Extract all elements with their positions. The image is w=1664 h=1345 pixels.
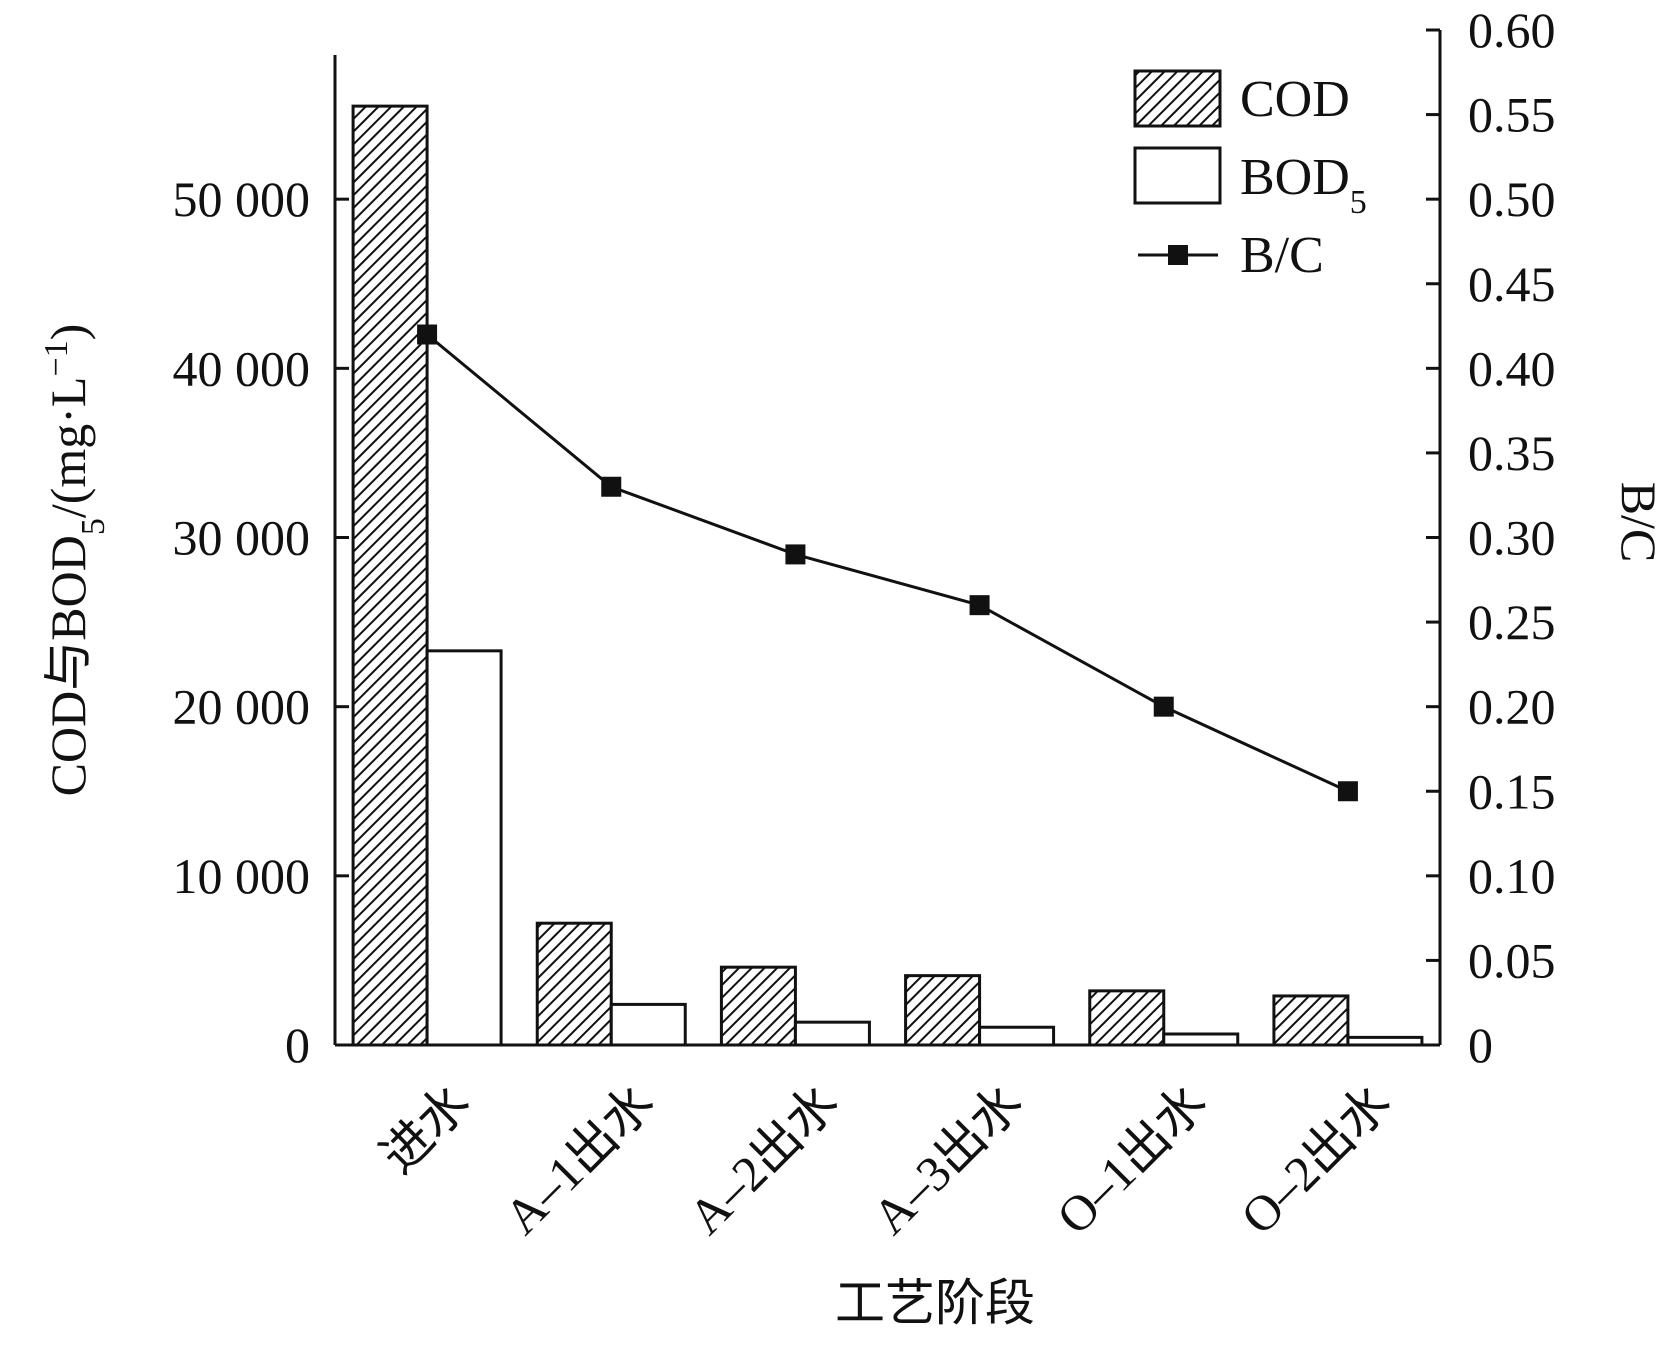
bc-point-1 xyxy=(601,476,622,497)
x-tick-label-1: A–1出水 xyxy=(493,1074,664,1245)
cod-bar-2 xyxy=(719,965,797,1047)
bc-line-layer xyxy=(417,324,1358,802)
bc-point-3 xyxy=(969,595,990,616)
cod-bar-1 xyxy=(535,921,613,1047)
cod-bar-0 xyxy=(351,104,429,1047)
x-tick-label-5: O–2出水 xyxy=(1230,1074,1401,1245)
bod5-bar-4 xyxy=(1162,1032,1240,1047)
y-ticks-right: 0 0.05 0.10 0.15 0.20 0.25 0.30 0.35 0.40 0.45 0.5… xyxy=(1426,2,1556,1073)
cod-bar-3 xyxy=(904,974,982,1047)
y-tick-label-right-7: 0.35 xyxy=(1468,425,1556,481)
y-tick-label-left-4: 40 000 xyxy=(173,340,311,396)
y-tick-label-left-0: 0 xyxy=(285,1017,310,1073)
y-tick-label-right-12: 0.60 xyxy=(1468,2,1556,58)
y-tick-label-left-1: 10 000 xyxy=(173,848,311,904)
x-tick-label-3: A–3出水 xyxy=(862,1074,1033,1245)
y-tick-label-right-4: 0.20 xyxy=(1468,679,1556,735)
legend: COD BOD5 B/C xyxy=(1133,69,1367,284)
legend-swatch-bc-marker xyxy=(1168,245,1188,265)
y-axis-title-right: B/C xyxy=(1611,482,1664,563)
bc-point-4 xyxy=(1153,696,1174,717)
bod5-bar-1 xyxy=(609,1002,687,1047)
bod5-bar-0 xyxy=(425,649,503,1047)
y-tick-label-right-3: 0.15 xyxy=(1468,763,1556,819)
y-tick-label-right-2: 0.10 xyxy=(1468,848,1556,904)
legend-swatch-bod5 xyxy=(1133,146,1222,205)
bod5-bar-2 xyxy=(793,1020,871,1047)
y-tick-label-right-0: 0 xyxy=(1468,1017,1493,1073)
x-tick-label-0: 进水 xyxy=(370,1074,480,1184)
bc-point-2 xyxy=(785,544,806,565)
legend-label-bod5: BOD5 xyxy=(1240,149,1367,221)
bc-point-5 xyxy=(1337,781,1358,802)
y-tick-label-left-5: 50 000 xyxy=(173,171,311,227)
x-tick-labels: 进水 A–1出水 A–2出水 A–3出水 O–1出水 O–2出水 xyxy=(370,1074,1401,1245)
bc-point-0 xyxy=(417,324,438,345)
y-tick-label-left-3: 30 000 xyxy=(173,510,311,566)
y-tick-label-right-11: 0.55 xyxy=(1468,87,1556,143)
bc-series-line xyxy=(426,333,1349,793)
legend-label-cod: COD xyxy=(1240,71,1350,128)
bars-layer xyxy=(351,104,1424,1047)
legend-swatch-cod xyxy=(1133,69,1222,128)
x-tick-label-4: O–1出水 xyxy=(1046,1074,1217,1245)
cod-bar-5 xyxy=(1272,994,1350,1047)
bod5-bar-3 xyxy=(978,1025,1056,1047)
y-tick-label-right-9: 0.45 xyxy=(1468,256,1556,312)
y-tick-label-left-2: 20 000 xyxy=(173,679,311,735)
x-axis-title: 工艺阶段 xyxy=(835,1275,1035,1331)
y-tick-label-right-10: 0.50 xyxy=(1468,171,1556,227)
y-tick-label-right-5: 0.25 xyxy=(1468,594,1556,650)
cod-bar-4 xyxy=(1088,989,1166,1047)
y-tick-label-right-8: 0.40 xyxy=(1468,340,1556,396)
y-axis-title-left: COD与BOD5/(mg·L−1) xyxy=(38,324,112,797)
legend-label-bc: B/C xyxy=(1240,227,1324,284)
y-tick-label-right-1: 0.05 xyxy=(1468,932,1556,988)
y-ticks-left: 0 10 000 20 000 30 000 40 000 50 000 xyxy=(173,171,349,1073)
y-tick-label-right-6: 0.30 xyxy=(1468,510,1556,566)
x-tick-label-2: A–2出水 xyxy=(677,1074,848,1245)
